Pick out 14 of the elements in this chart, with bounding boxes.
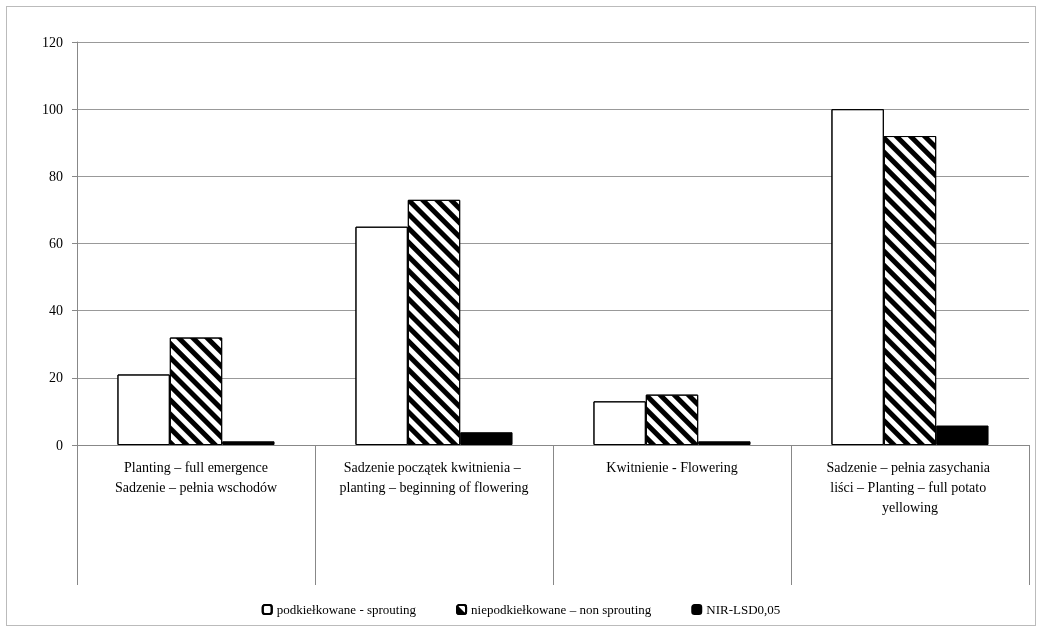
legend-label: niepodkiełkowane – non sprouting	[471, 602, 652, 617]
y-tick-label: 60	[49, 236, 63, 251]
y-tick-label: 120	[42, 34, 63, 50]
y-tick-label: 20	[49, 370, 63, 386]
legend-label: NIR-LSD0,05	[706, 602, 781, 617]
y-tick-label: 40	[49, 303, 63, 319]
y-tick-label: 0	[56, 437, 63, 453]
y-tick-label: 80	[49, 168, 63, 184]
legend-label: podkiełkowane - sprouting	[276, 602, 417, 617]
x-tick-label: Sadzenie – pełnia zasychania liści – Planting – full potato yellowing	[826, 459, 994, 515]
x-tick-label: Sadzenie początek kwitnienia – planting – beginning of flowering	[339, 459, 529, 495]
x-tick-label: Kwitnienie - Flowering	[606, 459, 738, 475]
x-tick-label: Planting – full emergence Sadzenie – pełnia wschodów	[114, 459, 278, 495]
y-tick-label: 100	[42, 101, 63, 117]
